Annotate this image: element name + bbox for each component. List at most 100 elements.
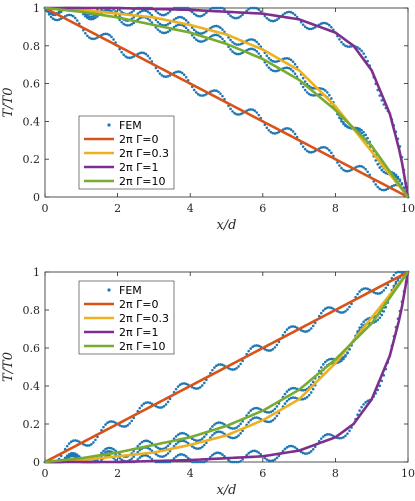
fem-point: [182, 73, 186, 77]
fem-point: [184, 19, 188, 22]
fem-point: [219, 92, 222, 95]
fem-point: [180, 71, 184, 75]
fem-point: [283, 127, 287, 130]
fem-point: [229, 426, 232, 430]
fem-point: [239, 432, 242, 435]
fem-point: [287, 444, 291, 448]
fem-point: [231, 40, 234, 44]
fem-point: [340, 166, 343, 170]
fem-point: [265, 420, 269, 424]
fem-point: [378, 94, 382, 97]
fem-point: [237, 43, 240, 46]
fem-point: [275, 456, 279, 460]
fem-point: [257, 8, 261, 11]
fem-point: [267, 66, 271, 69]
fem-point: [84, 14, 87, 18]
fem-point: [75, 453, 79, 457]
fem-point: [255, 344, 259, 347]
fem-point: [158, 22, 162, 26]
fem-point: [211, 368, 214, 372]
fem-point: [257, 416, 261, 420]
fem-point: [156, 28, 160, 31]
fem-point: [198, 32, 202, 35]
fem-point: [255, 6, 259, 10]
fem-point: [330, 357, 333, 361]
fem-point: [251, 345, 255, 349]
fem-point: [237, 113, 240, 116]
fem-point: [328, 357, 331, 361]
fem-point: [400, 270, 404, 274]
fem-point: [229, 38, 232, 42]
fem-point: [380, 379, 384, 383]
fem-point: [217, 421, 220, 424]
fem-point: [305, 395, 309, 399]
fem-point: [108, 420, 111, 423]
fem-point: [305, 91, 309, 94]
fem-point: [265, 63, 269, 67]
y-tick-label: 0.6: [23, 342, 41, 355]
fem-point: [126, 423, 129, 427]
fem-point: [160, 455, 164, 459]
fem-point: [108, 9, 111, 12]
fem-point: [305, 452, 309, 455]
fem-point: [144, 439, 148, 442]
fem-point: [265, 348, 269, 352]
fem-point: [227, 458, 230, 462]
fem-point: [124, 425, 127, 428]
fem-point: [307, 92, 311, 96]
fem-point: [110, 446, 113, 450]
fem-point: [362, 403, 365, 406]
fem-point: [184, 432, 188, 436]
fem-point: [251, 6, 255, 10]
fem-point: [205, 11, 208, 15]
fem-point: [356, 165, 359, 168]
x-tick-label: 8: [332, 202, 339, 215]
fem-point: [253, 39, 257, 42]
fem-point: [233, 111, 236, 115]
fem-point: [378, 384, 382, 388]
fem-point: [344, 44, 347, 48]
fem-point: [194, 460, 198, 464]
fem-point: [374, 320, 378, 323]
fem-point: [164, 453, 168, 457]
fem-point: [235, 43, 238, 46]
fem-point: [291, 445, 295, 448]
y-tick-label: 0: [33, 456, 40, 469]
fem-point: [94, 37, 97, 40]
fem-point: [102, 425, 105, 429]
fem-point: [192, 446, 196, 449]
fem-point: [301, 329, 305, 333]
fem-point: [309, 151, 313, 154]
fem-point: [253, 344, 257, 347]
fem-point: [376, 163, 380, 166]
fem-point: [55, 18, 59, 22]
fem-point: [90, 442, 93, 446]
fem-point: [289, 128, 293, 131]
fem-point: [194, 439, 198, 442]
legend-label: 2π Γ=10: [119, 175, 165, 188]
fem-point: [319, 366, 323, 369]
fem-point: [360, 49, 363, 53]
fem-point: [217, 90, 220, 94]
fem-point: [201, 94, 204, 97]
fem-point: [213, 423, 216, 426]
y-tick-label: 0.4: [23, 380, 41, 393]
fem-point: [376, 292, 380, 295]
fem-point: [211, 25, 214, 29]
fem-point: [140, 440, 144, 444]
fem-point: [69, 13, 73, 17]
fem-point: [338, 116, 341, 120]
fem-point: [132, 16, 136, 19]
fem-point: [166, 400, 170, 404]
fem-point: [342, 43, 345, 46]
fem-point: [213, 24, 216, 28]
fem-point: [237, 460, 240, 464]
fem-point: [223, 454, 226, 458]
fem-point: [158, 447, 162, 451]
fem-point: [158, 455, 162, 458]
fem-point: [303, 80, 307, 83]
fem-point: [219, 421, 222, 424]
fem-point: [303, 88, 307, 92]
fem-point: [239, 460, 242, 463]
